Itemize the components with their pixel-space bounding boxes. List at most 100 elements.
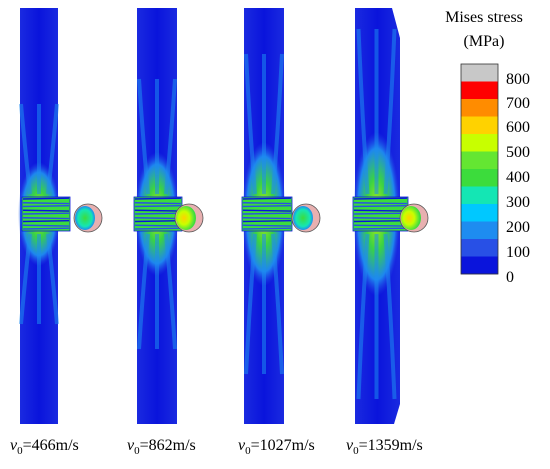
stress-streak: [137, 78, 150, 195]
stress-streak: [244, 233, 257, 375]
caption-symbol: v: [238, 437, 246, 454]
fragment-layer: [353, 220, 408, 223]
fragment-layer: [22, 224, 70, 227]
stress-streak: [164, 233, 177, 350]
projectile-stress: [401, 206, 421, 230]
fragment-layer: [353, 227, 408, 230]
fragment-layer: [22, 220, 70, 223]
fragment-layer: [242, 209, 292, 212]
legend-tick-300: 300: [506, 194, 530, 211]
caption-subscript: 0: [17, 445, 23, 458]
legend-title-line1: Mises stress: [445, 9, 523, 26]
fragment-layer: [134, 227, 182, 230]
fragment-layer: [22, 217, 70, 220]
legend-tick-800: 800: [506, 71, 530, 88]
contour-panel-2: [133, 8, 204, 424]
contour-panel-3: [241, 8, 321, 424]
fragment-layer: [242, 224, 292, 227]
fragment-layer: [353, 205, 408, 208]
fragment-layer: [242, 197, 292, 200]
stress-streak: [356, 233, 370, 400]
fragment-layer: [242, 227, 292, 230]
caption-value: =1359m/s: [358, 437, 423, 454]
legend-color-band: [461, 256, 498, 275]
stress-streak: [137, 233, 150, 350]
stress-streak: [46, 103, 59, 195]
caption-symbol: v: [346, 437, 354, 454]
panel-caption-1: v0=466m/s: [10, 437, 79, 457]
legend-color-band: [461, 134, 498, 152]
fragment-layer: [22, 197, 70, 200]
legend-color-band: [461, 64, 498, 82]
legend-frame: [460, 63, 499, 275]
legend-color-band: [461, 151, 498, 170]
legend-color-band: [461, 116, 498, 135]
contour-panel-4: [352, 8, 429, 424]
fragment-layer: [134, 217, 182, 220]
fragment-layer: [134, 205, 182, 208]
stress-streak: [383, 28, 397, 195]
caption-symbol: v: [10, 437, 18, 454]
fragment-layer: [134, 209, 182, 212]
fragment-layer: [134, 212, 182, 215]
fragment-layer: [134, 224, 182, 227]
fragment-layer: [134, 202, 182, 205]
fragment-layer: [22, 227, 70, 230]
stress-streak: [244, 53, 257, 195]
stress-streak: [271, 53, 284, 195]
panel-caption-2: v0=862m/s: [127, 437, 196, 457]
fragment-layer: [242, 217, 292, 220]
projectile-stress: [293, 206, 313, 230]
perforation-outline: [21, 196, 71, 232]
fragment-layer: [242, 212, 292, 215]
caption-subscript: 0: [353, 445, 359, 458]
legend-color-band: [461, 186, 498, 205]
panel-caption-4: v0=1359m/s: [346, 437, 423, 457]
stress-streak: [164, 78, 177, 195]
legend-color-band: [461, 221, 498, 240]
legend-tick-200: 200: [506, 219, 530, 236]
caption-subscript: 0: [134, 445, 140, 458]
fragment-layer: [242, 205, 292, 208]
fragment-layer: [134, 197, 182, 200]
fragment-layer: [353, 217, 408, 220]
perforation-outline: [241, 196, 293, 232]
caption-symbol: v: [127, 437, 135, 454]
stress-streak: [383, 233, 397, 400]
legend-color-band: [461, 99, 498, 117]
caption-value: =466m/s: [22, 437, 79, 454]
caption-value: =862m/s: [139, 437, 196, 454]
legend-tick-500: 500: [506, 144, 530, 161]
legend-tick-400: 400: [506, 169, 530, 186]
legend-color-band: [461, 81, 498, 100]
stress-streak: [46, 233, 59, 325]
legend-tick-0: 0: [506, 269, 514, 286]
legend-color-band: [461, 204, 498, 222]
fragment-layer: [353, 202, 408, 205]
legend-title-line2: (MPa): [463, 33, 505, 50]
fragment-layer: [353, 212, 408, 215]
legend-tick-100: 100: [506, 244, 530, 261]
fragment-layer: [22, 205, 70, 208]
projectile-stress: [75, 206, 95, 230]
fragment-layer: [353, 209, 408, 212]
fragment-layer: [242, 202, 292, 205]
fragment-layer: [353, 197, 408, 200]
stress-streak: [271, 233, 284, 375]
fragment-layer: [134, 220, 182, 223]
legend-color-band: [461, 239, 498, 257]
stress-streak: [356, 28, 370, 195]
legend-title: Mises stress (MPa): [424, 6, 544, 54]
legend-color-band: [461, 169, 498, 187]
legend-tick-700: 700: [506, 95, 530, 112]
contour-panel-1: [18, 8, 103, 424]
fragment-layer: [22, 209, 70, 212]
panel-caption-3: v0=1027m/s: [238, 437, 315, 457]
legend-colorbar: [460, 63, 499, 275]
fragment-layer: [22, 202, 70, 205]
legend-tick-600: 600: [506, 119, 530, 136]
fragment-layer: [242, 220, 292, 223]
fragment-layer: [353, 224, 408, 227]
caption-value: =1027m/s: [250, 437, 315, 454]
